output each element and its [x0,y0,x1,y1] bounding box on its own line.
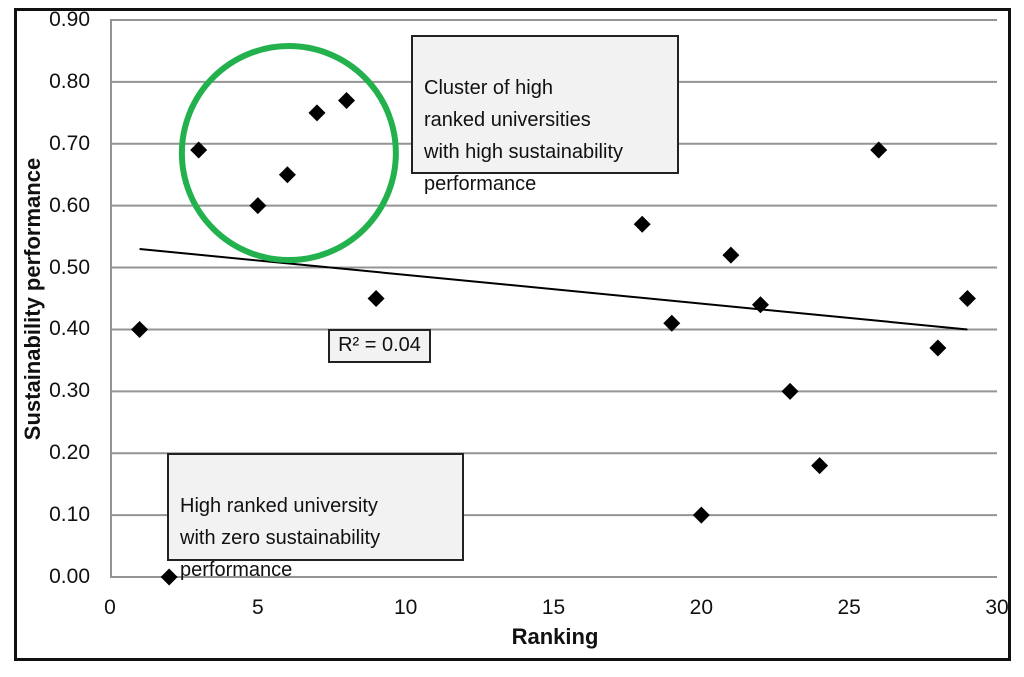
scatter-plot-svg [110,19,997,586]
data-point [751,296,769,314]
data-point [958,290,976,307]
data-point [633,215,651,233]
x-tick-label: 25 [837,596,861,619]
y-tick-label: 0.70 [49,131,90,155]
zero-annotation-text: High ranked university with zero sustain… [180,495,381,581]
x-tick-label: 30 [985,596,1009,619]
data-point [190,141,208,159]
data-point [870,141,888,159]
x-axis-title: Ranking [511,624,599,649]
y-axis-title: Sustainability performance [20,157,45,441]
data-point [160,568,178,586]
data-point [131,320,149,338]
trendline [139,247,968,331]
y-tick-label: 0.60 [49,193,90,217]
x-tick-label: 15 [541,596,566,619]
x-tick-label: 0 [104,596,116,619]
y-tick-label: 0.50 [49,255,90,279]
cluster-annotation-text: Cluster of high ranked universities with… [424,77,623,195]
y-tick-label: 0.30 [49,379,90,403]
data-point [308,104,326,122]
x-tick-label: 20 [689,596,713,619]
data-point [811,457,829,475]
x-tick-label: 5 [251,596,264,619]
cluster-circle [178,43,399,264]
data-point [692,506,710,524]
data-point [722,246,740,264]
y-tick-label: 0.10 [49,503,90,527]
cluster-annotation-box: Cluster of high ranked universities with… [411,35,679,195]
y-tick-label: 0.20 [49,441,90,465]
data-point [338,91,356,109]
zero-annotation-box: High ranked university with zero sustain… [167,453,464,581]
data-point [663,314,681,332]
y-tick-label: 0.00 [49,565,90,588]
y-tick-label: 0.90 [49,8,90,31]
y-tick-label: 0.80 [49,69,90,93]
data-point [781,382,799,400]
data-point [367,290,385,307]
r-squared-label: R² = 0.04 [328,329,431,363]
data-point [929,339,947,357]
plot-area: Cluster of high ranked universities with… [110,19,997,586]
data-point [278,166,296,184]
x-tick-label: 10 [393,596,418,619]
data-point [249,197,267,215]
y-tick-label: 0.40 [49,317,90,341]
